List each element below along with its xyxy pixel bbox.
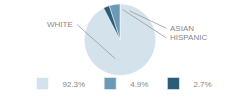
svg-text:HISPANIC: HISPANIC [170,33,207,42]
svg-text:4.9%: 4.9% [130,80,148,89]
svg-text:92.3%: 92.3% [63,80,86,89]
svg-text:ASIAN: ASIAN [170,24,194,33]
svg-text:WHITE: WHITE [47,20,73,29]
svg-text:2.7%: 2.7% [193,80,211,89]
